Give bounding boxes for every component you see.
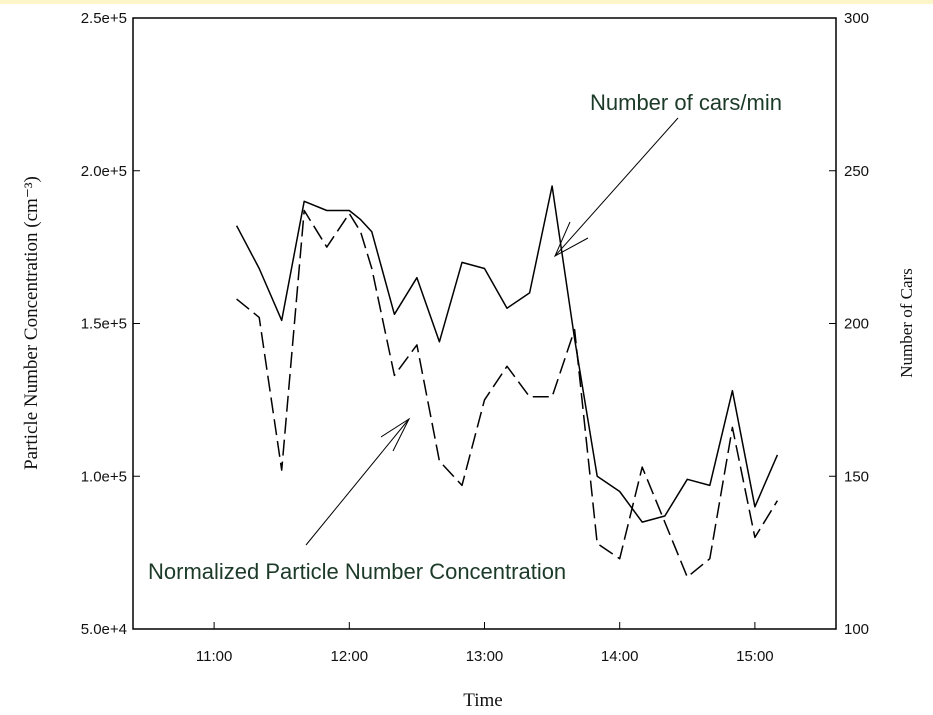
left-y-tick-label: 2.5e+5 [81,10,127,27]
annotation-cars-label: Number of cars/min [590,90,782,115]
annotation-concentration-label: Normalized Particle Number Concentration [148,559,566,584]
right-y-axis-title: Number of Cars [897,268,916,378]
right-y-axis: 100 150 200 250 300 [829,10,869,638]
series-line-cars-per-min [235,185,779,523]
x-axis: 11:00 12:00 13:00 14:00 15:00 [196,622,774,665]
left-y-axis: 5.0e+4 1.0e+5 1.5e+5 2.0e+5 2.5e+5 [81,10,140,638]
left-y-tick-label: 5.0e+4 [81,621,127,638]
annotation-concentration-arrowhead [380,417,411,452]
annotation-concentration: Normalized Particle Number Concentration [148,417,566,584]
x-tick-label: 13:00 [466,648,504,665]
series-line-normalized-concentration [236,209,779,578]
right-y-tick-label: 200 [844,316,869,333]
left-y-tick-label: 2.0e+5 [81,163,127,180]
x-tick-label: 12:00 [331,648,369,665]
x-axis-title: Time [463,690,502,711]
left-y-axis-title: Particle Number Concentration (cm⁻³) [21,176,42,470]
right-y-tick-label: 150 [844,468,869,485]
left-y-tick-label: 1.5e+5 [81,316,127,333]
annotation-concentration-arrow [305,418,410,546]
x-tick-label: 15:00 [736,648,774,665]
annotation-cars-arrowhead [553,221,589,258]
left-y-tick-label: 1.0e+5 [81,468,127,485]
x-tick-label: 14:00 [601,648,639,665]
series-layer [235,185,779,578]
x-tick-label: 11:00 [196,648,232,665]
right-y-tick-label: 100 [844,621,869,638]
annotation-cars: Number of cars/min [553,90,782,258]
right-y-tick-label: 300 [844,10,869,27]
right-y-tick-label: 250 [844,163,869,180]
annotation-cars-arrow [554,117,679,257]
top-color-band [0,0,933,4]
